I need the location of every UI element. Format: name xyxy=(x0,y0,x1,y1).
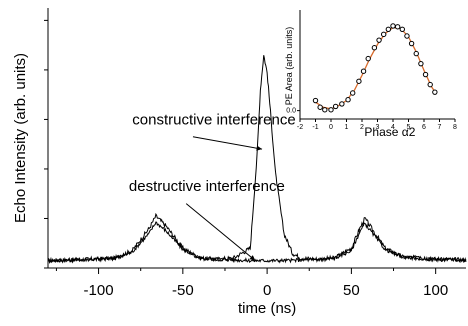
inset-data-point xyxy=(376,37,382,43)
destructive-interference-label: destructive interference xyxy=(129,178,285,195)
inset-data-point xyxy=(394,24,401,30)
constructive-arrow-head xyxy=(256,145,263,151)
inset-x-tick-label: 6 xyxy=(422,124,426,131)
inset-x-tick-label: -2 xyxy=(297,124,303,131)
inset-data-point xyxy=(332,103,339,110)
constructive-trace xyxy=(47,55,467,264)
inset-data-point xyxy=(328,107,334,113)
inset-data-point xyxy=(427,81,433,88)
inset-fit-curve xyxy=(315,26,437,110)
inset-data-point xyxy=(385,26,392,32)
inset-data-point xyxy=(345,97,351,103)
inset-data-point xyxy=(365,55,371,62)
main-x-tick-label: 50 xyxy=(343,282,360,299)
inset-x-tick-label: 0 xyxy=(329,124,333,131)
inset-data-point xyxy=(404,33,410,39)
inset-x-tick-label: 2 xyxy=(360,124,364,131)
inset-data-point xyxy=(422,71,429,78)
destructive-arrow-head xyxy=(249,255,256,261)
main-x-tick-label: 100 xyxy=(423,282,448,299)
inset-data-point xyxy=(371,45,378,51)
inset-data-point xyxy=(317,104,323,110)
inset-data-point xyxy=(413,50,419,57)
inset-data-point xyxy=(381,31,387,38)
inset-data-point xyxy=(418,60,424,67)
inset-x-tick-label: -1 xyxy=(312,124,318,131)
main-y-axis-title: Echo Intensity (arb. units) xyxy=(12,53,29,223)
inset-x-tick-label: 4 xyxy=(391,124,395,131)
inset-data-point xyxy=(390,23,396,29)
inset-x-tick-label: 5 xyxy=(407,124,411,131)
main-x-tick-label: -50 xyxy=(172,282,194,299)
inset-data-point xyxy=(312,97,319,104)
inset-x-axis-title: Phase α2 xyxy=(364,125,415,139)
inset-data-point xyxy=(356,78,362,84)
destructive-trace xyxy=(47,221,467,264)
inset-x-tick-label: 8 xyxy=(453,124,457,131)
inset-x-tick-label: 3 xyxy=(376,124,380,131)
inset-x-tick-label: 1 xyxy=(345,124,349,131)
inset-data-point xyxy=(339,101,345,107)
inset-data-point xyxy=(408,40,415,47)
inset-y-axis-title: PE Area (arb. units) xyxy=(284,27,294,106)
inset-data-point xyxy=(360,68,367,74)
inset-data-point xyxy=(399,26,405,32)
constructive-interference-label: constructive interference xyxy=(132,111,295,128)
inset-data-point xyxy=(432,89,438,95)
main-x-tick-label: 0 xyxy=(263,282,271,299)
constructive-arrow-line xyxy=(192,136,263,150)
inset-data-point xyxy=(350,90,356,96)
main-x-tick-label: -100 xyxy=(84,282,114,299)
inset-x-tick-label: 7 xyxy=(438,124,442,131)
destructive-arrow-line xyxy=(185,203,256,261)
main-x-axis-title: time (ns) xyxy=(238,300,296,317)
inset-plot: -2 -1 0 1 2 3 4 5 6 7 8 0.0 PE Area (arb. units) Phas… xyxy=(284,10,457,139)
inset-data-point xyxy=(322,107,328,113)
inset-y-tick-label: 0.0 xyxy=(286,108,296,115)
